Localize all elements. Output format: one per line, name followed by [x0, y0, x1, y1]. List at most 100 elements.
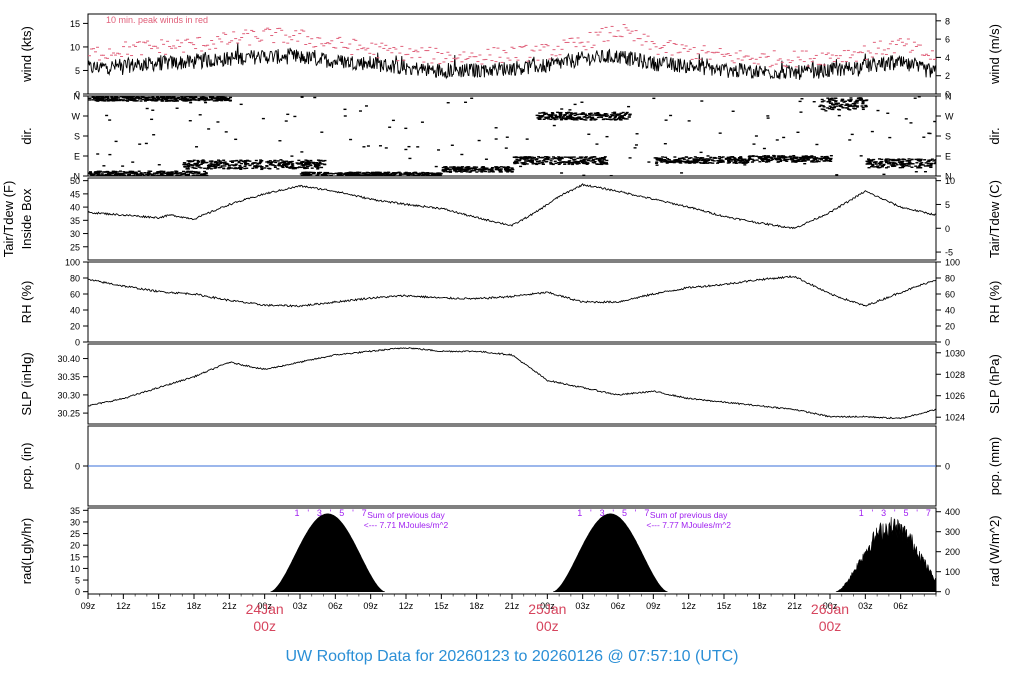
temp-ylabel-right: Tair/Tdew (C) [987, 180, 1002, 258]
dir-point [444, 169, 448, 172]
dir-point [906, 162, 910, 165]
dir-point [440, 175, 444, 176]
dir-point [456, 166, 460, 168]
dir-point [438, 172, 442, 174]
dir-point [468, 171, 472, 173]
dir-point [290, 155, 294, 157]
dir-point [560, 172, 564, 174]
dir-point [582, 113, 586, 115]
dir-point [383, 172, 387, 174]
dir-point [432, 173, 436, 175]
dir-point [458, 170, 462, 172]
dir-point [680, 172, 684, 174]
dir-point [686, 160, 690, 163]
dir-point [125, 98, 129, 100]
dir-point [851, 102, 855, 105]
slp-right-tick-label: 1024 [945, 413, 965, 423]
dir-point [149, 170, 153, 172]
dir-point [157, 175, 161, 176]
dir-point [765, 160, 769, 163]
rad-right-tick-label: 0 [945, 587, 950, 597]
rad-day-area [835, 516, 936, 592]
dir-point [560, 108, 564, 110]
dir-point [173, 98, 177, 100]
dir-point [411, 172, 415, 174]
dir-point [380, 174, 384, 176]
time-tick-label: 12z [681, 601, 696, 611]
dir-point [217, 161, 221, 163]
dir-point [150, 173, 154, 175]
dir-point [602, 159, 606, 161]
dir-point [459, 167, 463, 169]
dir-point [491, 170, 495, 172]
dir-point [817, 158, 821, 160]
dir-point [789, 158, 793, 160]
dir-point [484, 168, 488, 170]
dir-point [544, 161, 548, 163]
dir-point [145, 173, 149, 176]
dir-point [376, 171, 380, 174]
dir-point [880, 158, 884, 161]
dir-point [884, 160, 888, 163]
dir-point [718, 157, 722, 160]
rad-hour-label: 1 [859, 508, 864, 518]
dir-point [365, 172, 369, 174]
dir-point [769, 159, 773, 162]
dir-point [336, 173, 340, 175]
dir-point [907, 161, 911, 163]
dir-point [274, 161, 278, 164]
rad-hour-label: 3 [317, 508, 322, 518]
dir-point [628, 114, 632, 116]
dir-point [191, 97, 195, 100]
dir-point [591, 156, 595, 158]
dir-point [868, 162, 872, 165]
dir-point [96, 153, 100, 155]
dir-point [106, 97, 110, 99]
dir-point [192, 159, 196, 161]
dir-point [499, 171, 503, 173]
dir-point [559, 161, 563, 163]
temp-right-tick-label: -5 [945, 248, 953, 258]
dir-point [101, 171, 105, 173]
dir-point [581, 112, 585, 114]
dir-point [612, 114, 616, 116]
dir-point [100, 97, 104, 99]
dir-point [872, 158, 876, 161]
dir-point [95, 172, 99, 175]
dir-point [435, 173, 439, 175]
rad-hour-label: ' [894, 508, 896, 518]
dir-point [353, 171, 357, 174]
dir-point [122, 99, 126, 101]
time-tick-label: 03z [858, 601, 873, 611]
dir-point [127, 99, 131, 101]
dir-point [625, 111, 629, 114]
dir-point [767, 160, 771, 163]
dir-point [181, 175, 185, 176]
dir-point [313, 96, 317, 99]
dir-point [778, 158, 782, 161]
dir-point [358, 110, 362, 112]
dir-point [739, 156, 743, 158]
dir-point [134, 100, 138, 102]
dir-point [288, 167, 292, 169]
dir-point [186, 165, 190, 168]
dir-point [678, 160, 682, 162]
dir-point [241, 160, 245, 163]
dir-point [837, 114, 841, 117]
dir-point [177, 172, 181, 174]
dir-point [745, 160, 749, 162]
dir-point [720, 159, 724, 161]
dir-point [498, 170, 502, 172]
dir-point [601, 161, 605, 164]
dir-point [108, 153, 112, 156]
dir-point [111, 173, 115, 175]
dir-point [613, 116, 617, 119]
dir-point [110, 98, 114, 101]
dir-point [545, 156, 549, 158]
dir-point [616, 113, 620, 115]
dir-point [806, 158, 810, 160]
dir-point [248, 164, 252, 167]
dir-point [187, 164, 191, 166]
dir-point [317, 164, 321, 167]
dir-point [100, 175, 104, 176]
